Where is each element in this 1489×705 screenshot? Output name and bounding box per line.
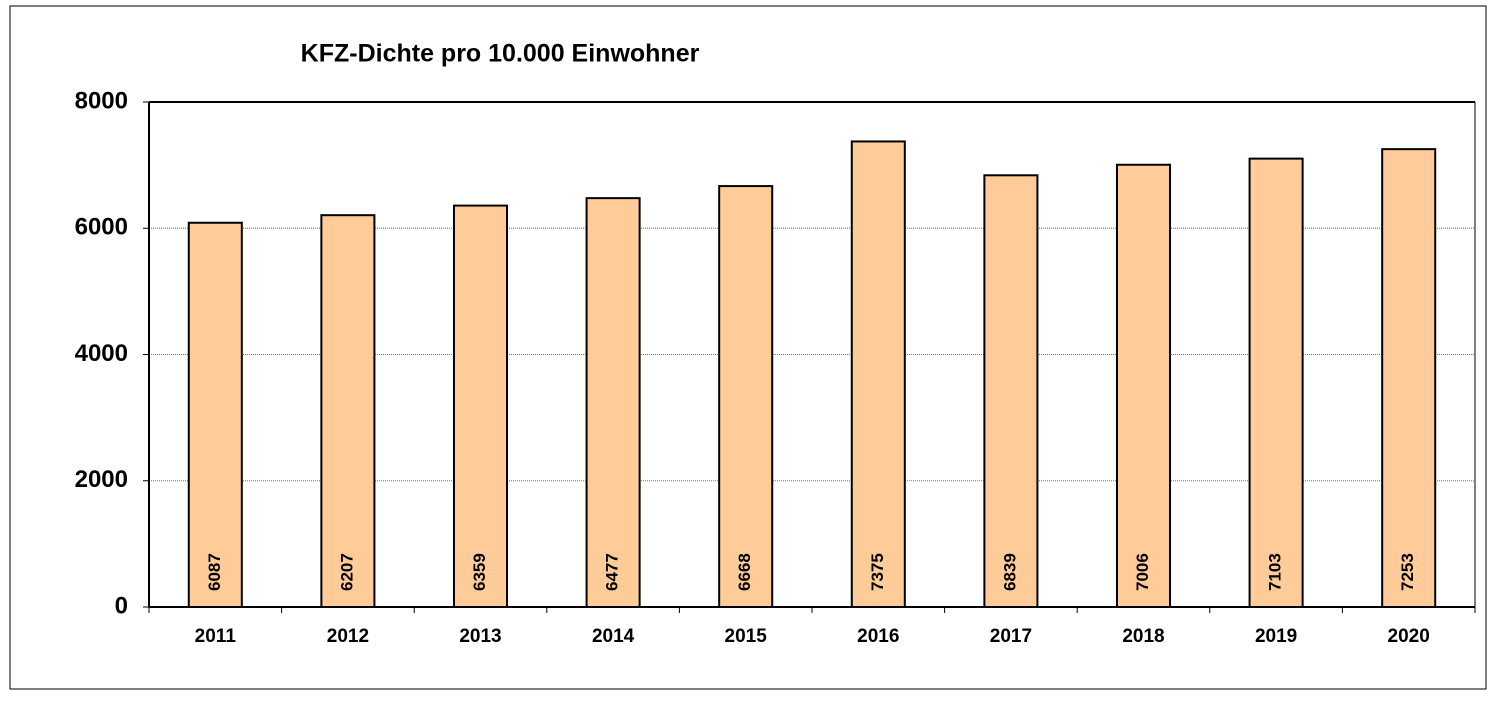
bar xyxy=(585,197,641,608)
data-label: 7375 xyxy=(868,553,887,591)
chart-title: KFZ-Dichte pro 10.000 Einwohner xyxy=(301,40,700,68)
y-tick-label: 0 xyxy=(115,592,128,619)
data-label: 7006 xyxy=(1133,553,1152,591)
data-label: 7103 xyxy=(1266,553,1285,591)
bar xyxy=(983,174,1039,609)
bar xyxy=(850,140,906,608)
bar xyxy=(1381,148,1437,608)
x-tick-label: 2014 xyxy=(592,626,635,647)
x-tick-label: 2017 xyxy=(990,626,1032,647)
bar xyxy=(187,221,243,608)
data-label: 6087 xyxy=(205,553,224,591)
data-label: 6207 xyxy=(337,553,356,591)
x-tick-label: 2018 xyxy=(1122,626,1164,647)
data-label: 7253 xyxy=(1398,553,1417,591)
x-tick-label: 2019 xyxy=(1255,626,1297,647)
bar xyxy=(452,204,509,608)
x-tick-label: 2013 xyxy=(459,626,501,647)
x-tick-label: 2015 xyxy=(725,626,768,647)
y-tick-label: 8000 xyxy=(75,87,128,114)
bar xyxy=(320,214,376,608)
x-tick-label: 2011 xyxy=(195,626,237,647)
data-label: 6839 xyxy=(1000,553,1019,591)
x-tick-label: 2020 xyxy=(1388,626,1430,647)
x-tick-label: 2016 xyxy=(857,626,899,647)
y-tick-label: 2000 xyxy=(75,466,128,493)
bar xyxy=(1115,163,1172,608)
y-tick-label: 6000 xyxy=(75,214,128,241)
bar xyxy=(718,185,774,609)
x-tick-label: 2012 xyxy=(327,626,369,647)
y-tick-label: 4000 xyxy=(75,340,128,367)
data-label: 6359 xyxy=(470,553,489,591)
bar xyxy=(1248,157,1304,608)
data-label: 6668 xyxy=(735,553,754,591)
data-label: 6477 xyxy=(603,553,622,591)
